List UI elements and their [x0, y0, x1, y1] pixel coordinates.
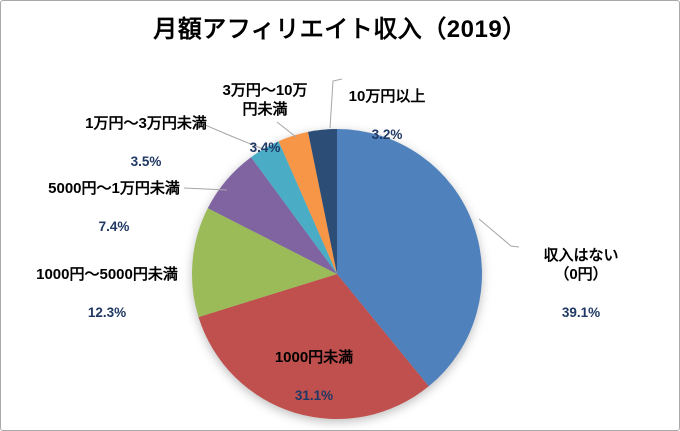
callout-label: 1000円未満	[274, 349, 354, 366]
callout-1000-5000: 1000円～5000円未満 12.3%	[36, 247, 178, 340]
leader-line-m1to3	[197, 121, 264, 150]
callout-percent: 3.2%	[371, 127, 403, 142]
callout-percent: 12.3%	[87, 305, 127, 320]
leader-line-over100k	[329, 78, 343, 129]
leader-line-m3to10	[276, 121, 297, 138]
leader-lines	[183, 78, 520, 248]
pie-slices	[191, 129, 482, 419]
leader-line-none	[478, 218, 520, 248]
callout-over-10man: 10万円以上 3.2%	[349, 69, 426, 162]
callout-1man-3man: 1万円～3万円未満 3.5%	[85, 96, 207, 189]
pie-slice-0	[337, 129, 482, 387]
callout-3man-10man: 3万円～10万 円未満 3.4%	[222, 63, 307, 175]
callout-label: 3万円～10万 円未満	[222, 82, 308, 118]
callout-percent: 7.4%	[98, 219, 130, 234]
pie-slice-6	[308, 129, 337, 274]
callout-percent: 3.4%	[249, 140, 281, 155]
pie-slice-2	[191, 208, 337, 318]
callout-percent: 31.1%	[294, 388, 334, 403]
chart-title: 月額アフィリエイト収入（2019）	[153, 16, 527, 43]
pie-slice-4	[251, 141, 337, 274]
callout-percent: 39.1%	[561, 305, 601, 320]
leader-line-k5to10	[183, 187, 228, 191]
callout-no-income: 収入はない（0円） 39.1%	[532, 228, 630, 340]
pie-slice-3	[207, 157, 337, 274]
callout-label: 5000円～1万円未満	[48, 180, 180, 197]
callout-label: 1000円～5000円未満	[36, 266, 178, 283]
callout-5000-1man: 5000円～1万円未満 7.4%	[48, 161, 180, 254]
pie-slice-1	[198, 274, 429, 419]
callout-percent: 3.5%	[130, 154, 162, 169]
callout-under-1000-inside: 1000円未満 31.1%	[275, 330, 353, 423]
pie-slice-5	[278, 131, 337, 274]
callout-label: 1万円～3万円未満	[85, 115, 207, 132]
callout-label: 収入はない（0円）	[543, 247, 619, 283]
callout-label: 10万円以上	[348, 88, 426, 105]
